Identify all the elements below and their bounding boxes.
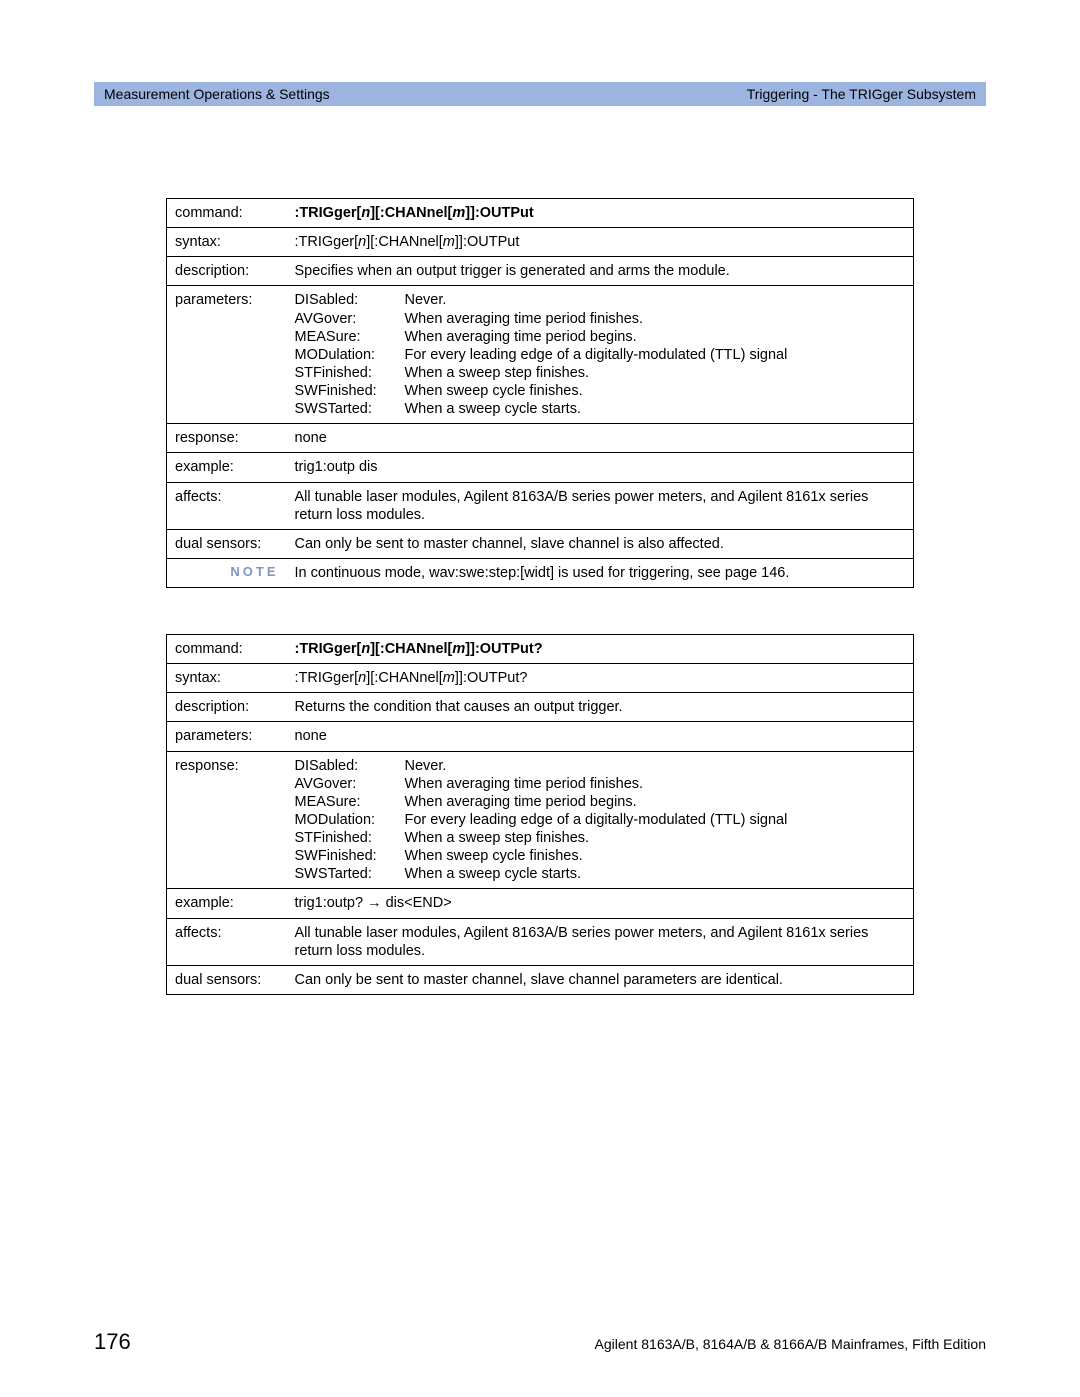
label-dual-sensors: dual sensors: [167,965,287,994]
row-response: response: DISabled:Never. AVGover:When a… [167,751,914,889]
value-response: DISabled:Never. AVGover:When averaging t… [287,751,914,889]
param-row: DISabled:Never. [295,291,906,309]
cmd-text: :TRIGger[n][:CHANnel[m]]:OUTPut? [295,641,543,657]
value-syntax: :TRIGger[n][:CHANnel[m]]:OUTPut? [287,664,914,693]
cmd-text: :TRIGger[n][:CHANnel[m]]:OUTPut [295,205,534,221]
param-row: MODulation:For every leading edge of a d… [295,811,906,829]
label-example: example: [167,453,287,482]
label-note: NOTE [167,558,287,587]
label-command: command: [167,635,287,664]
param-list: DISabled:Never. AVGover:When averaging t… [295,291,906,418]
label-description: description: [167,257,287,286]
label-response: response: [167,424,287,453]
footer-text: Agilent 8163A/B, 8164A/B & 8166A/B Mainf… [595,1336,986,1352]
command-table-output: command: :TRIGger[n][:CHANnel[m]]:OUTPut… [166,198,914,588]
value-command: :TRIGger[n][:CHANnel[m]]:OUTPut [287,199,914,228]
value-description: Returns the condition that causes an out… [287,693,914,722]
value-syntax: :TRIGger[n][:CHANnel[m]]:OUTPut [287,228,914,257]
param-row: SWSTarted:When a sweep cycle starts. [295,865,906,883]
command-table-output-query: command: :TRIGger[n][:CHANnel[m]]:OUTPut… [166,634,914,995]
row-syntax: syntax: :TRIGger[n][:CHANnel[m]]:OUTPut? [167,664,914,693]
label-response: response: [167,751,287,889]
value-description: Specifies when an output trigger is gene… [287,257,914,286]
param-row: STFinished:When a sweep step finishes. [295,364,906,382]
param-row: DISabled:Never. [295,757,906,775]
param-row: SWFinished:When sweep cycle finishes. [295,847,906,865]
value-parameters: DISabled:Never. AVGover:When averaging t… [287,286,914,424]
header-subsection-title: Triggering - The TRIGger Subsystem [747,86,976,102]
row-description: description: Returns the condition that … [167,693,914,722]
value-affects: All tunable laser modules, Agilent 8163A… [287,482,914,529]
value-parameters: none [287,722,914,751]
label-description: description: [167,693,287,722]
row-dual-sensors: dual sensors: Can only be sent to master… [167,529,914,558]
value-dual-sensors: Can only be sent to master channel, slav… [287,529,914,558]
row-affects: affects: All tunable laser modules, Agil… [167,918,914,965]
row-command: command: :TRIGger[n][:CHANnel[m]]:OUTPut… [167,635,914,664]
label-syntax: syntax: [167,228,287,257]
row-command: command: :TRIGger[n][:CHANnel[m]]:OUTPut [167,199,914,228]
page-number: 176 [94,1329,131,1355]
value-dual-sensors: Can only be sent to master channel, slav… [287,965,914,994]
label-syntax: syntax: [167,664,287,693]
row-note: NOTE In continuous mode, wav:swe:step:[w… [167,558,914,587]
row-response: response: none [167,424,914,453]
page-footer: 176 Agilent 8163A/B, 8164A/B & 8166A/B M… [94,1329,986,1355]
param-row: MODulation:For every leading edge of a d… [295,346,906,364]
param-row: AVGover:When averaging time period finis… [295,775,906,793]
row-dual-sensors: dual sensors: Can only be sent to master… [167,965,914,994]
row-affects: affects: All tunable laser modules, Agil… [167,482,914,529]
label-dual-sensors: dual sensors: [167,529,287,558]
row-parameters: parameters: none [167,722,914,751]
value-example: trig1:outp dis [287,453,914,482]
row-parameters: parameters: DISabled:Never. AVGover:When… [167,286,914,424]
param-row: AVGover:When averaging time period finis… [295,310,906,328]
label-affects: affects: [167,918,287,965]
param-row: SWFinished:When sweep cycle finishes. [295,382,906,400]
header-bar: Measurement Operations & Settings Trigge… [94,82,986,106]
row-example: example: trig1:outp? → dis<END> [167,889,914,918]
param-list: DISabled:Never. AVGover:When averaging t… [295,757,906,884]
content-area: command: :TRIGger[n][:CHANnel[m]]:OUTPut… [94,106,986,995]
value-command: :TRIGger[n][:CHANnel[m]]:OUTPut? [287,635,914,664]
label-example: example: [167,889,287,918]
value-affects: All tunable laser modules, Agilent 8163A… [287,918,914,965]
value-note: In continuous mode, wav:swe:step:[widt] … [287,558,914,587]
row-example: example: trig1:outp dis [167,453,914,482]
value-response: none [287,424,914,453]
row-description: description: Specifies when an output tr… [167,257,914,286]
param-row: MEASure:When averaging time period begin… [295,793,906,811]
page: Measurement Operations & Settings Trigge… [0,0,1080,1397]
label-parameters: parameters: [167,286,287,424]
row-syntax: syntax: :TRIGger[n][:CHANnel[m]]:OUTPut [167,228,914,257]
param-row: SWSTarted:When a sweep cycle starts. [295,400,906,418]
param-row: STFinished:When a sweep step finishes. [295,829,906,847]
value-example: trig1:outp? → dis<END> [287,889,914,918]
header-section-title: Measurement Operations & Settings [104,86,330,102]
label-parameters: parameters: [167,722,287,751]
label-command: command: [167,199,287,228]
param-row: MEASure:When averaging time period begin… [295,328,906,346]
label-affects: affects: [167,482,287,529]
